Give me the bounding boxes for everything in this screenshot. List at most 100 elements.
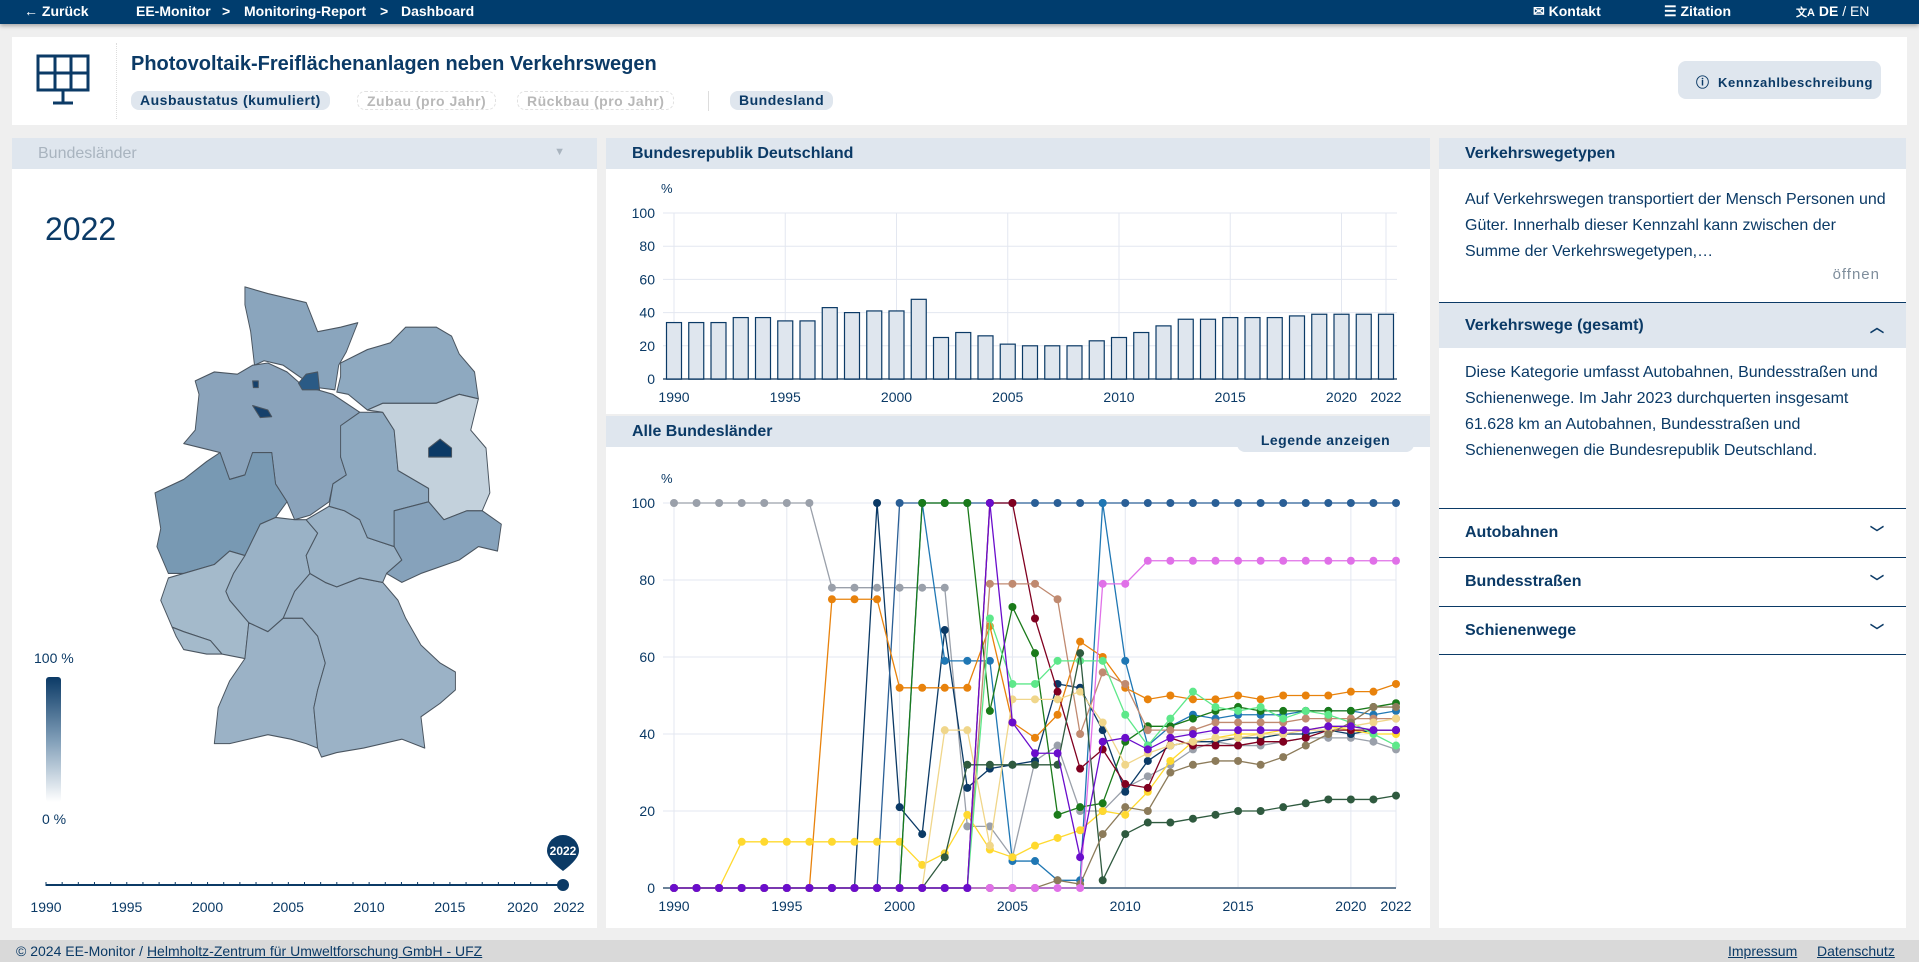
data-point	[963, 726, 972, 735]
bar	[843, 312, 861, 380]
data-point	[873, 837, 882, 846]
y-tick-label: 40	[639, 726, 655, 742]
open-description-link[interactable]: öffnen	[1832, 266, 1880, 283]
state-dropdown[interactable]: Bundesländer ▼	[12, 138, 597, 169]
chevron-up-icon: ︿	[1870, 319, 1884, 335]
data-point	[1346, 795, 1355, 804]
data-point	[1392, 714, 1400, 723]
data-point	[1053, 884, 1062, 892]
data-point	[850, 884, 859, 892]
y-tick-label: 60	[639, 271, 655, 287]
data-point	[1369, 718, 1378, 727]
legend-min-label: 0 %	[42, 811, 66, 827]
data-point	[1098, 718, 1107, 727]
accordion-bundesstrassen[interactable]: Bundesstraßen ﹀	[1439, 557, 1906, 606]
data-point	[1121, 810, 1130, 819]
data-point	[1346, 722, 1355, 731]
datenschutz-link[interactable]: Datenschutz	[1817, 943, 1895, 959]
y-tick-label: 40	[639, 305, 655, 321]
x-tick-label: 2022	[1370, 389, 1401, 405]
state-berlin[interactable]	[428, 438, 453, 458]
data-point	[985, 614, 994, 623]
timeline-handle[interactable]	[557, 879, 569, 891]
data-point	[1166, 499, 1175, 507]
chip-zubau[interactable]: Zubau (pro Jahr)	[357, 91, 497, 110]
data-point	[1076, 826, 1085, 835]
data-point	[1256, 726, 1265, 735]
data-point	[1143, 807, 1152, 815]
data-point	[737, 499, 746, 507]
timeline-label: 2022	[553, 899, 584, 915]
contact-link[interactable]: ✉ Kontakt	[1533, 3, 1601, 19]
data-point	[1143, 772, 1152, 781]
indicator-description-button[interactable]: ⓘ Kennzahlbeschreibung	[1678, 61, 1881, 99]
y-tick-label: 20	[639, 338, 655, 354]
data-point	[760, 837, 769, 846]
color-scale-legend	[46, 677, 61, 802]
data-point	[1188, 687, 1197, 696]
timeline-label: 1995	[111, 899, 142, 915]
data-point	[1098, 745, 1107, 754]
data-point	[1369, 499, 1378, 507]
y-tick-label: 100	[632, 495, 656, 511]
data-point	[985, 706, 994, 715]
data-point	[782, 884, 791, 892]
data-point	[1031, 760, 1039, 769]
data-point	[1121, 710, 1130, 719]
data-point	[895, 583, 904, 592]
bar	[866, 310, 883, 380]
breadcrumb-dashboard[interactable]: Dashboard	[401, 3, 475, 19]
data-point	[850, 837, 859, 846]
state-sachsen[interactable]	[386, 501, 502, 583]
data-point	[1279, 556, 1288, 565]
data-point	[1234, 499, 1243, 507]
citation-link[interactable]: ☰ Zitation	[1664, 3, 1731, 19]
chip-rueckbau[interactable]: Rückbau (pro Jahr)	[517, 91, 675, 110]
data-point	[1098, 726, 1107, 735]
x-tick-label: 1995	[770, 389, 801, 405]
data-point	[1211, 810, 1220, 819]
impressum-link[interactable]: Impressum	[1728, 943, 1798, 959]
x-tick-label: 2005	[997, 898, 1028, 914]
state-bremen[interactable]	[252, 404, 273, 419]
data-point	[1211, 726, 1220, 735]
bar	[688, 321, 705, 380]
year-timeline-slider[interactable]: 1990 1995 2000 2005 2010 2015 2020 2022 2022	[30, 835, 585, 915]
chip-ausbaustatus[interactable]: Ausbaustatus (kumuliert)	[131, 91, 330, 110]
breadcrumb-monitoring-report[interactable]: Monitoring-Report	[244, 3, 367, 19]
language-switch[interactable]: 文A DE / EN	[1796, 3, 1870, 19]
y-tick-label: 80	[639, 238, 655, 254]
data-point	[1211, 695, 1220, 704]
bar	[1177, 318, 1194, 380]
data-point	[1211, 556, 1220, 565]
state-bremerhaven[interactable]	[252, 380, 259, 389]
state-hamburg[interactable]	[298, 371, 321, 391]
bar	[1044, 345, 1061, 380]
data-point	[1324, 556, 1333, 565]
accordion-schienenwege[interactable]: Schienenwege ﹀	[1439, 606, 1906, 655]
data-point	[1166, 741, 1175, 750]
breadcrumb-ee-monitor[interactable]: EE-Monitor	[136, 3, 211, 19]
x-tick-label: 2015	[1215, 389, 1246, 405]
back-button[interactable]: ← Zurück	[24, 3, 89, 19]
data-point	[1076, 884, 1085, 892]
state-nordrhein-westfalen[interactable]	[154, 451, 288, 575]
show-legend-button[interactable]: Legende anzeigen	[1237, 429, 1414, 452]
data-point	[1234, 718, 1243, 727]
state-schleswig-holstein[interactable]	[244, 286, 359, 391]
data-point	[963, 884, 972, 892]
accordion-autobahnen[interactable]: Autobahnen ﹀	[1439, 508, 1906, 557]
state-saarland[interactable]	[171, 626, 223, 655]
bar	[1244, 316, 1261, 380]
data-point	[918, 583, 927, 592]
data-point	[1211, 703, 1220, 712]
data-point	[918, 683, 927, 692]
data-point	[1008, 884, 1017, 892]
ufz-link[interactable]: Helmholtz-Zentrum für Umweltforschung Gm…	[146, 943, 483, 959]
data-point	[1234, 691, 1243, 700]
data-point	[1324, 691, 1333, 700]
chip-bundesland[interactable]: Bundesland	[730, 91, 834, 110]
data-point	[940, 583, 949, 592]
accordion-verkehrswege-gesamt[interactable]: Verkehrswege (gesamt) ︿	[1439, 302, 1906, 348]
bar-chart-title: Bundesrepublik Deutschland	[606, 138, 1430, 169]
